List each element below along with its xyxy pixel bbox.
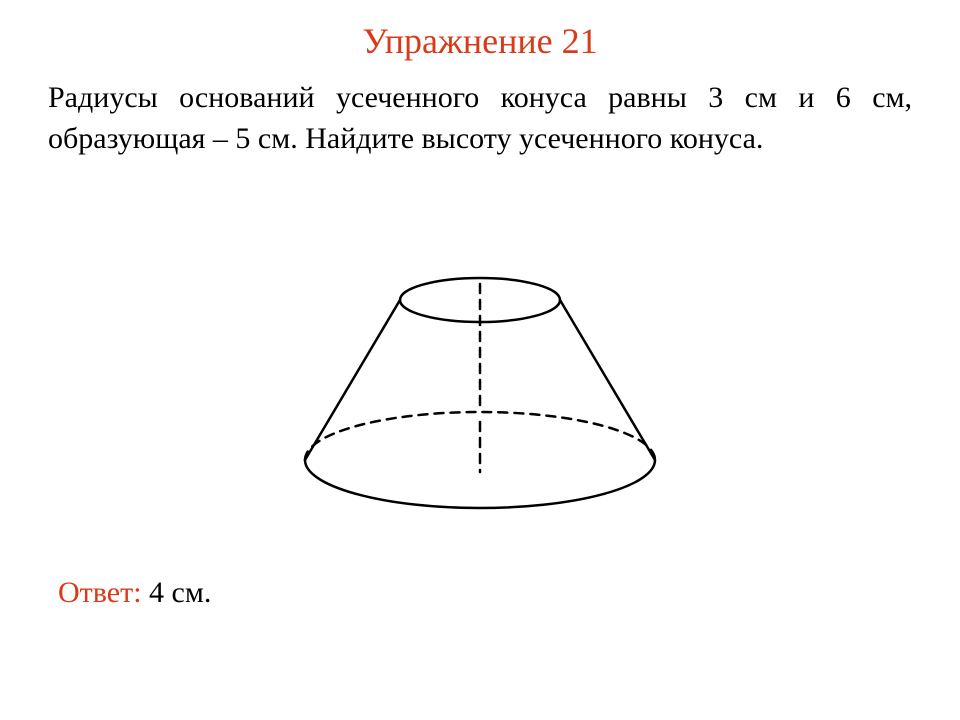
- right-slant: [560, 300, 655, 460]
- answer-value: 4 см.: [142, 576, 212, 609]
- slide: Упражнение 21 Радиусы оснований усеченно…: [0, 0, 960, 720]
- problem-text: Радиусы оснований усеченного конуса равн…: [48, 78, 912, 159]
- left-slant: [305, 300, 400, 460]
- answer-label: Ответ:: [58, 576, 142, 609]
- answer-line: Ответ: 4 см.: [58, 576, 211, 610]
- frustum-diagram: [270, 240, 690, 530]
- bottom-ellipse-front: [305, 460, 655, 508]
- exercise-title: Упражнение 21: [0, 20, 960, 62]
